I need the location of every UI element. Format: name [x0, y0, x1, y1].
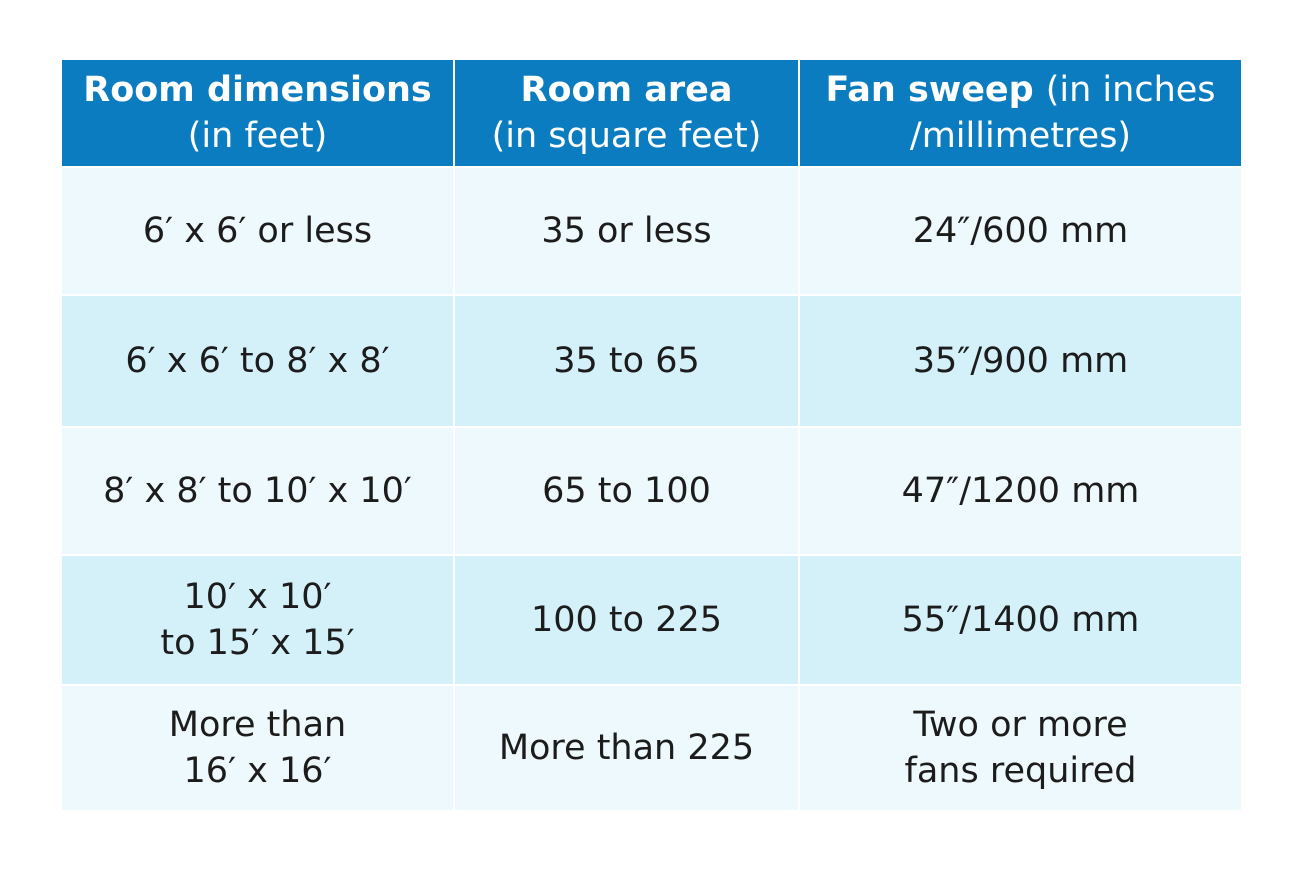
table-row: 6′ x 6′ to 8′ x 8′ 35 to 65 35″/900 mm: [60, 294, 1243, 428]
header-line: Room area: [455, 67, 798, 113]
header-cell: Room area (in square feet): [453, 58, 800, 168]
table-row: More than 16′ x 16′ More than 225 Two or mo…: [60, 684, 1243, 812]
table-cell: More than 225: [453, 684, 800, 812]
table-cell: 47″/1200 mm: [798, 426, 1243, 556]
header-text: (in square feet): [491, 116, 762, 156]
header-text: Room dimensions: [83, 70, 432, 110]
header-text: Fan sweep: [825, 70, 1034, 110]
cell-text: 35 to 65: [553, 341, 700, 381]
cell-text: 8′ x 8′ to 10′ x 10′: [103, 471, 412, 511]
header-line: Room dimensions: [62, 67, 453, 113]
cell-text: 35 or less: [541, 211, 712, 251]
table-cell: 8′ x 8′ to 10′ x 10′: [60, 426, 455, 556]
cell-text: 6′ x 6′ or less: [142, 211, 373, 251]
cell-text: More than: [168, 705, 347, 745]
cell-text: 24″/600 mm: [912, 211, 1129, 251]
cell-text: 16′ x 16′: [183, 751, 332, 791]
table-cell: 6′ x 6′ to 8′ x 8′: [60, 294, 455, 428]
header-line: Fan sweep (in inches: [800, 67, 1241, 113]
header-line: (in square feet): [455, 113, 798, 159]
header-text: (in feet): [187, 116, 328, 156]
table-cell: 65 to 100: [453, 426, 800, 556]
table-cell: 100 to 225: [453, 554, 800, 686]
cell-text: 35″/900 mm: [912, 341, 1129, 381]
table-row: 6′ x 6′ or less 35 or less 24″/600 mm: [60, 166, 1243, 296]
table-body: 6′ x 6′ or less 35 or less 24″/600 mm 6′ x …: [60, 166, 1243, 812]
cell-text: 100 to 225: [531, 600, 722, 640]
cell-text: to 15′ x 15′: [160, 623, 355, 663]
fan-size-table: Room dimensions (in feet) Room area (in squ…: [60, 58, 1243, 812]
header-line: (in feet): [62, 113, 453, 159]
cell-text: 10′ x 10′: [183, 577, 332, 617]
header-line: /millimetres): [800, 113, 1241, 159]
cell-text: More than 225: [498, 728, 755, 768]
table-cell: More than 16′ x 16′: [60, 684, 455, 812]
table-cell: 55″/1400 mm: [798, 554, 1243, 686]
table-cell: 24″/600 mm: [798, 166, 1243, 296]
header-text: /millimetres): [909, 116, 1132, 156]
header-row: Room dimensions (in feet) Room area (in squ…: [60, 58, 1243, 168]
table-row: 10′ x 10′ to 15′ x 15′ 100 to 225 55″/1400 …: [60, 554, 1243, 686]
table-row: 8′ x 8′ to 10′ x 10′ 65 to 100 47″/1200 mm: [60, 426, 1243, 556]
header-cell: Fan sweep (in inches/millimetres): [798, 58, 1243, 168]
table-cell: 10′ x 10′ to 15′ x 15′: [60, 554, 455, 686]
cell-text: 6′ x 6′ to 8′ x 8′: [125, 341, 390, 381]
cell-text: 65 to 100: [542, 471, 711, 511]
table-cell: 35 or less: [453, 166, 800, 296]
cell-text: fans required: [904, 751, 1137, 791]
header-text: Room area: [520, 70, 733, 110]
table-cell: Two or more fans required: [798, 684, 1243, 812]
table-cell: 35″/900 mm: [798, 294, 1243, 428]
header-cell: Room dimensions (in feet): [60, 58, 455, 168]
table-cell: 35 to 65: [453, 294, 800, 428]
cell-text: Two or more: [913, 705, 1128, 745]
table-cell: 6′ x 6′ or less: [60, 166, 455, 296]
header-text: (in inches: [1045, 70, 1216, 110]
cell-text: 47″/1200 mm: [901, 471, 1140, 511]
cell-text: 55″/1400 mm: [901, 600, 1140, 640]
